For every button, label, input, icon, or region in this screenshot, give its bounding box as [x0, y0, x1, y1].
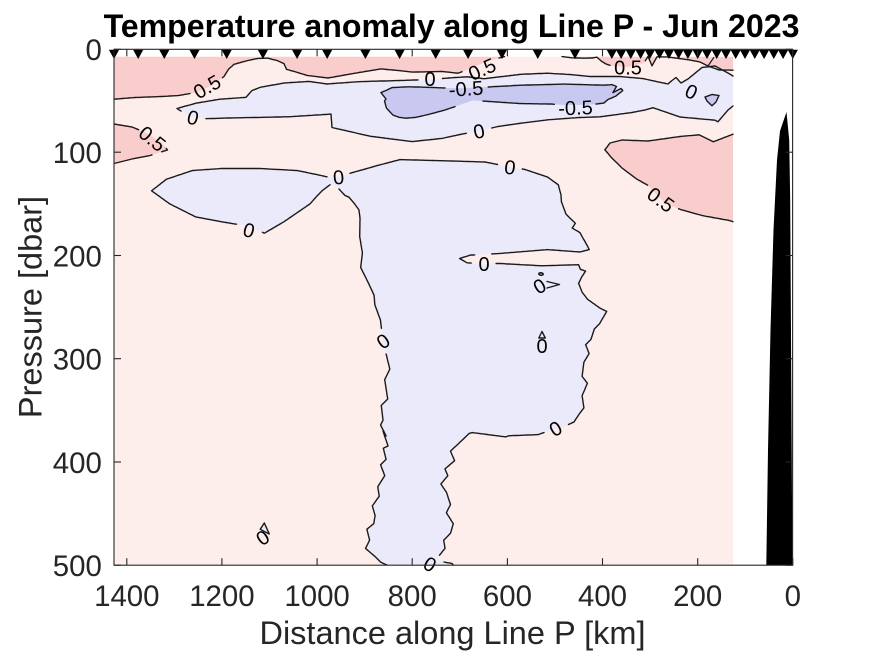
svg-text:Pressure [dbar]: Pressure [dbar] — [13, 196, 49, 418]
svg-text:0: 0 — [184, 106, 200, 130]
svg-text:0: 0 — [472, 120, 487, 144]
svg-text:1000: 1000 — [284, 580, 349, 613]
svg-text:1400: 1400 — [94, 580, 159, 613]
svg-text:0: 0 — [536, 336, 547, 358]
svg-text:400: 400 — [53, 447, 102, 480]
svg-text:300: 300 — [53, 344, 102, 377]
svg-text:100: 100 — [53, 137, 102, 170]
svg-text:800: 800 — [388, 580, 437, 613]
svg-text:0: 0 — [478, 254, 489, 276]
svg-text:Temperature anomaly along Line: Temperature anomaly along Line P - Jun 2… — [104, 8, 800, 44]
svg-text:-0.5: -0.5 — [558, 97, 593, 120]
svg-text:0: 0 — [332, 167, 345, 190]
svg-text:-0.5: -0.5 — [448, 78, 484, 102]
svg-text:0: 0 — [240, 219, 256, 243]
svg-text:200: 200 — [53, 240, 102, 273]
svg-text:0.5: 0.5 — [614, 58, 642, 80]
svg-text:200: 200 — [673, 580, 722, 613]
svg-text:0: 0 — [85, 34, 101, 67]
svg-text:0: 0 — [785, 580, 801, 613]
svg-text:Distance along Line P [km]: Distance along Line P [km] — [259, 615, 645, 651]
svg-text:0: 0 — [424, 69, 435, 91]
svg-text:400: 400 — [578, 580, 627, 613]
svg-text:1200: 1200 — [189, 580, 254, 613]
svg-text:500: 500 — [53, 550, 102, 583]
svg-text:0: 0 — [503, 157, 517, 180]
svg-text:600: 600 — [483, 580, 532, 613]
